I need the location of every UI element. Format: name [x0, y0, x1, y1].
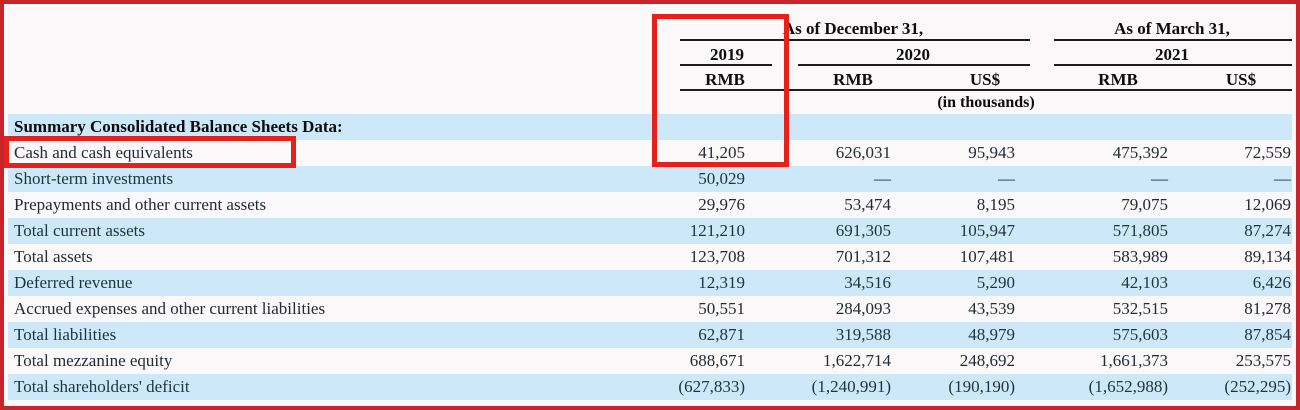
header-rule-2020	[798, 64, 1030, 66]
cell-2020-rmb: 319,588	[835, 325, 891, 344]
table-row-total-current-assets: Total current assets 121,210 691,305 105…	[8, 218, 1292, 244]
row-label: Deferred revenue	[14, 273, 133, 292]
column-header-2020-usd: US$	[969, 70, 1001, 89]
column-group-march: As of March 31,	[1114, 19, 1230, 38]
cell-2021-usd: 253,575	[1235, 351, 1291, 370]
cell-2020-rmb: 1,622,714	[823, 351, 891, 370]
table-row-total-liabilities: Total liabilities 62,871 319,588 48,979 …	[8, 322, 1292, 348]
cell-2021-usd: 72,559	[1244, 143, 1291, 162]
cell-2020-usd: 8,195	[976, 195, 1015, 214]
table-row-total-shareholders-deficit: Total shareholders' deficit (627,833) (1…	[8, 374, 1292, 400]
cell-2019-rmb: 50,029	[698, 169, 745, 188]
highlight-box-2019-column	[652, 14, 789, 167]
cell-2020-rmb: 34,516	[844, 273, 891, 292]
highlight-box-cash-row	[4, 136, 296, 168]
cell-2021-rmb: —	[1151, 169, 1168, 188]
header-rule-2019	[680, 64, 772, 66]
cell-2021-rmb: 79,075	[1121, 195, 1168, 214]
column-header-2019-rmb: RMB	[705, 70, 745, 89]
cell-2021-usd: —	[1274, 169, 1291, 188]
column-header-2021-rmb: RMB	[1098, 70, 1138, 89]
cell-2020-usd: (190,190)	[948, 377, 1015, 396]
row-label: Prepayments and other current assets	[14, 195, 267, 214]
cell-2021-usd: 87,274	[1244, 221, 1291, 240]
cell-2019-rmb: 123,708	[689, 247, 745, 266]
table-row-short-term-investments: Short-term investments 50,029 — — — —	[8, 166, 1292, 192]
cell-2020-usd: 107,481	[959, 247, 1015, 266]
column-header-2020-rmb: RMB	[833, 70, 873, 89]
section-header-row: Summary Consolidated Balance Sheets Data…	[8, 114, 1292, 140]
row-label: Total shareholders' deficit	[14, 377, 190, 396]
cell-2021-usd: 12,069	[1244, 195, 1291, 214]
cell-2020-usd: 95,943	[968, 143, 1015, 162]
units-note: (in thousands)	[937, 94, 1035, 111]
cell-2021-rmb: 1,661,373	[1100, 351, 1168, 370]
cell-2019-rmb: 29,976	[698, 195, 745, 214]
cell-2020-rmb: (1,240,991)	[811, 377, 891, 396]
cell-2021-rmb: 475,392	[1112, 143, 1168, 162]
cell-2021-usd: 87,854	[1244, 325, 1291, 344]
cell-2020-rmb: —	[874, 169, 891, 188]
row-label: Short-term investments	[14, 169, 174, 188]
cell-2020-rmb: 691,305	[835, 221, 891, 240]
cell-2019-rmb: 688,671	[689, 351, 745, 370]
cell-2019-rmb: 50,551	[698, 299, 745, 318]
table-row-prepayments: Prepayments and other current assets 29,…	[8, 192, 1292, 218]
cell-2021-usd: 6,426	[1252, 273, 1291, 292]
column-header-2021-usd: US$	[1225, 70, 1257, 89]
table-row-cash: Cash and cash equivalents 41,205 626,031…	[8, 140, 1292, 166]
row-label: Total mezzanine equity	[14, 351, 173, 370]
table-row-total-mezzanine-equity: Total mezzanine equity 688,671 1,622,714…	[8, 348, 1292, 374]
balance-sheet-table: Summary Consolidated Balance Sheets Data…	[8, 114, 1292, 400]
cell-2021-rmb: 575,603	[1112, 325, 1168, 344]
cell-2020-rmb: 284,093	[835, 299, 891, 318]
cell-2019-rmb: 62,871	[698, 325, 745, 344]
cell-2020-rmb: 626,031	[835, 143, 891, 162]
cell-2020-usd: 43,539	[968, 299, 1015, 318]
cell-2020-usd: —	[998, 169, 1015, 188]
column-year-2020: 2020	[896, 45, 930, 64]
header-rule-2021	[1054, 64, 1292, 66]
header-rule-bottom	[680, 89, 1292, 91]
cell-2020-rmb: 53,474	[844, 195, 891, 214]
cell-2021-usd: 89,134	[1244, 247, 1291, 266]
cell-2021-rmb: 42,103	[1121, 273, 1168, 292]
cell-2019-rmb: (627,833)	[678, 377, 745, 396]
cell-2020-rmb: 701,312	[835, 247, 891, 266]
cell-2020-usd: 5,290	[976, 273, 1015, 292]
table-row-total-assets: Total assets 123,708 701,312 107,481 583…	[8, 244, 1292, 270]
cell-2020-usd: 105,947	[959, 221, 1015, 240]
cell-2020-usd: 48,979	[968, 325, 1015, 344]
cell-2021-rmb: 571,805	[1112, 221, 1168, 240]
cell-2020-usd: 248,692	[959, 351, 1015, 370]
cell-2021-rmb: 532,515	[1112, 299, 1168, 318]
cell-2021-usd: (252,295)	[1224, 377, 1291, 396]
column-group-december: As of December 31,	[782, 19, 924, 38]
table-row-deferred-revenue: Deferred revenue 12,319 34,516 5,290 42,…	[8, 270, 1292, 296]
table-row-accrued-expenses: Accrued expenses and other current liabi…	[8, 296, 1292, 322]
row-label: Total liabilities	[14, 325, 117, 344]
row-label: Accrued expenses and other current liabi…	[14, 299, 326, 318]
column-year-2021: 2021	[1155, 45, 1189, 64]
column-year-2019: 2019	[710, 45, 744, 64]
cell-2019-rmb: 121,210	[689, 221, 745, 240]
header-rule-december	[680, 39, 1030, 41]
row-label: Total current assets	[14, 221, 145, 240]
cell-2019-rmb: 41,205	[698, 143, 745, 162]
header-rule-march	[1054, 39, 1292, 41]
cell-2021-usd: 81,278	[1244, 299, 1291, 318]
cell-2019-rmb: 12,319	[698, 273, 745, 292]
cell-2021-rmb: (1,652,988)	[1088, 377, 1168, 396]
section-title: Summary Consolidated Balance Sheets Data…	[14, 117, 343, 136]
row-label: Cash and cash equivalents	[14, 143, 193, 162]
row-label: Total assets	[14, 247, 93, 266]
cell-2021-rmb: 583,989	[1112, 247, 1168, 266]
